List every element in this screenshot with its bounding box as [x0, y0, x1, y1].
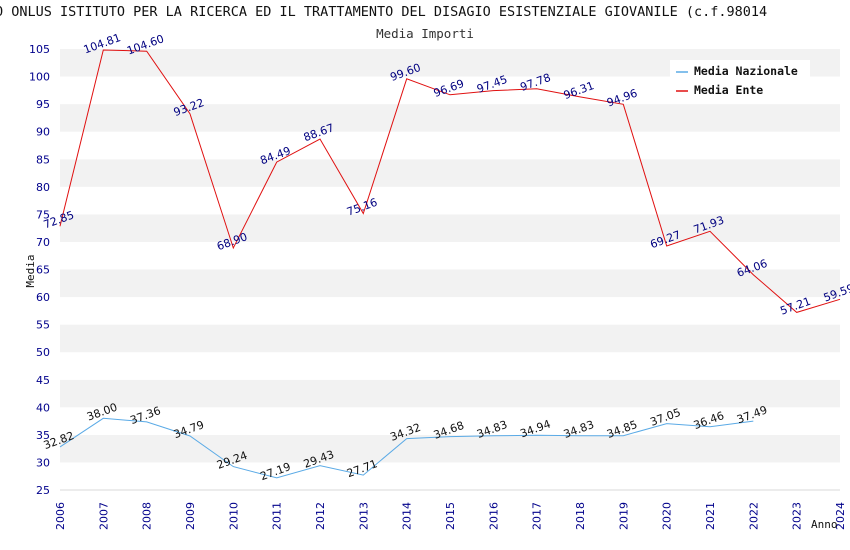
chart-title-bar: O ONLUS ISTITUTO PER LA RICERCA ED IL TR…	[0, 4, 850, 24]
grid-band	[60, 159, 840, 187]
y-tick-label: 55	[36, 319, 50, 332]
y-tick-label: 45	[36, 374, 50, 387]
x-tick-label: 2018	[574, 502, 587, 530]
grid-band	[60, 407, 840, 435]
grid-band	[60, 214, 840, 242]
y-tick-label: 25	[36, 484, 50, 497]
x-tick-label: 2016	[487, 502, 500, 530]
y-tick-label: 95	[36, 98, 50, 111]
x-tick-label: 2017	[531, 502, 544, 530]
y-tick-labels: 25 30 35 40 45 50 55 60 65 70 75 80 85 90 95 100 105	[29, 43, 50, 497]
chart-title: O ONLUS ISTITUTO PER LA RICERCA ED IL TR…	[0, 4, 768, 20]
legend-label-ente: Media Ente	[694, 83, 763, 97]
grid-band	[60, 104, 840, 132]
x-tick-label: 2020	[661, 502, 674, 530]
y-tick-label: 70	[36, 236, 50, 249]
y-tick-label: 80	[36, 181, 50, 194]
y-tick-label: 40	[36, 401, 50, 414]
x-axis-label: Anno	[811, 518, 838, 531]
grid-bands	[60, 49, 840, 491]
grid-band	[60, 131, 840, 160]
x-tick-label: 2010	[227, 502, 240, 530]
y-tick-label: 90	[36, 126, 50, 139]
x-tick-label: 2013	[357, 502, 370, 530]
x-tick-label: 2023	[791, 502, 804, 530]
grid-band	[60, 297, 840, 325]
y-tick-label: 100	[29, 71, 50, 84]
x-tick-label: 2007	[97, 502, 110, 530]
grid-band	[60, 186, 840, 215]
series-line-nazionale	[59, 417, 754, 479]
grid-band	[60, 352, 840, 380]
x-tick-label: 2012	[314, 502, 327, 530]
chart-subtitle: Media Importi	[376, 26, 474, 41]
y-tick-label: 60	[36, 291, 50, 304]
x-tick-label: 2009	[184, 502, 197, 530]
y-tick-label: 30	[36, 456, 50, 469]
grid-band	[60, 462, 840, 490]
series-lines	[59, 49, 841, 479]
y-tick-label: 35	[36, 429, 50, 442]
x-tick-label: 2008	[141, 502, 154, 530]
legend-box	[670, 60, 810, 102]
y-tick-label: 50	[36, 346, 50, 359]
x-tick-labels: 2006 2007 2008 2009 2010 2011 2012 2013 2014 2015…	[54, 502, 847, 530]
x-tick-label: 2011	[271, 502, 284, 530]
grid-band	[60, 324, 840, 353]
x-tick-label: 2021	[704, 502, 717, 530]
legend: Media Nazionale Media Ente	[670, 60, 810, 102]
grid-band	[60, 379, 840, 408]
x-tick-label: 2015	[444, 502, 457, 530]
x-tick-label: 2024	[834, 502, 847, 530]
legend-label-nazionale: Media Nazionale	[694, 64, 798, 78]
y-tick-label: 105	[29, 43, 50, 56]
y-tick-label: 85	[36, 153, 50, 166]
grid-band	[60, 241, 840, 270]
y-axis-label: Media	[24, 254, 37, 287]
y-tick-label: 65	[36, 264, 50, 277]
y-tick-label: 75	[36, 208, 50, 221]
grid-band	[60, 269, 840, 298]
x-tick-label: 2014	[401, 502, 414, 530]
x-tick-label: 2022	[747, 502, 760, 530]
x-tick-label: 2019	[617, 502, 630, 530]
series-line-ente	[59, 49, 841, 313]
x-tick-label: 2006	[54, 502, 67, 530]
grid-band	[60, 434, 840, 463]
